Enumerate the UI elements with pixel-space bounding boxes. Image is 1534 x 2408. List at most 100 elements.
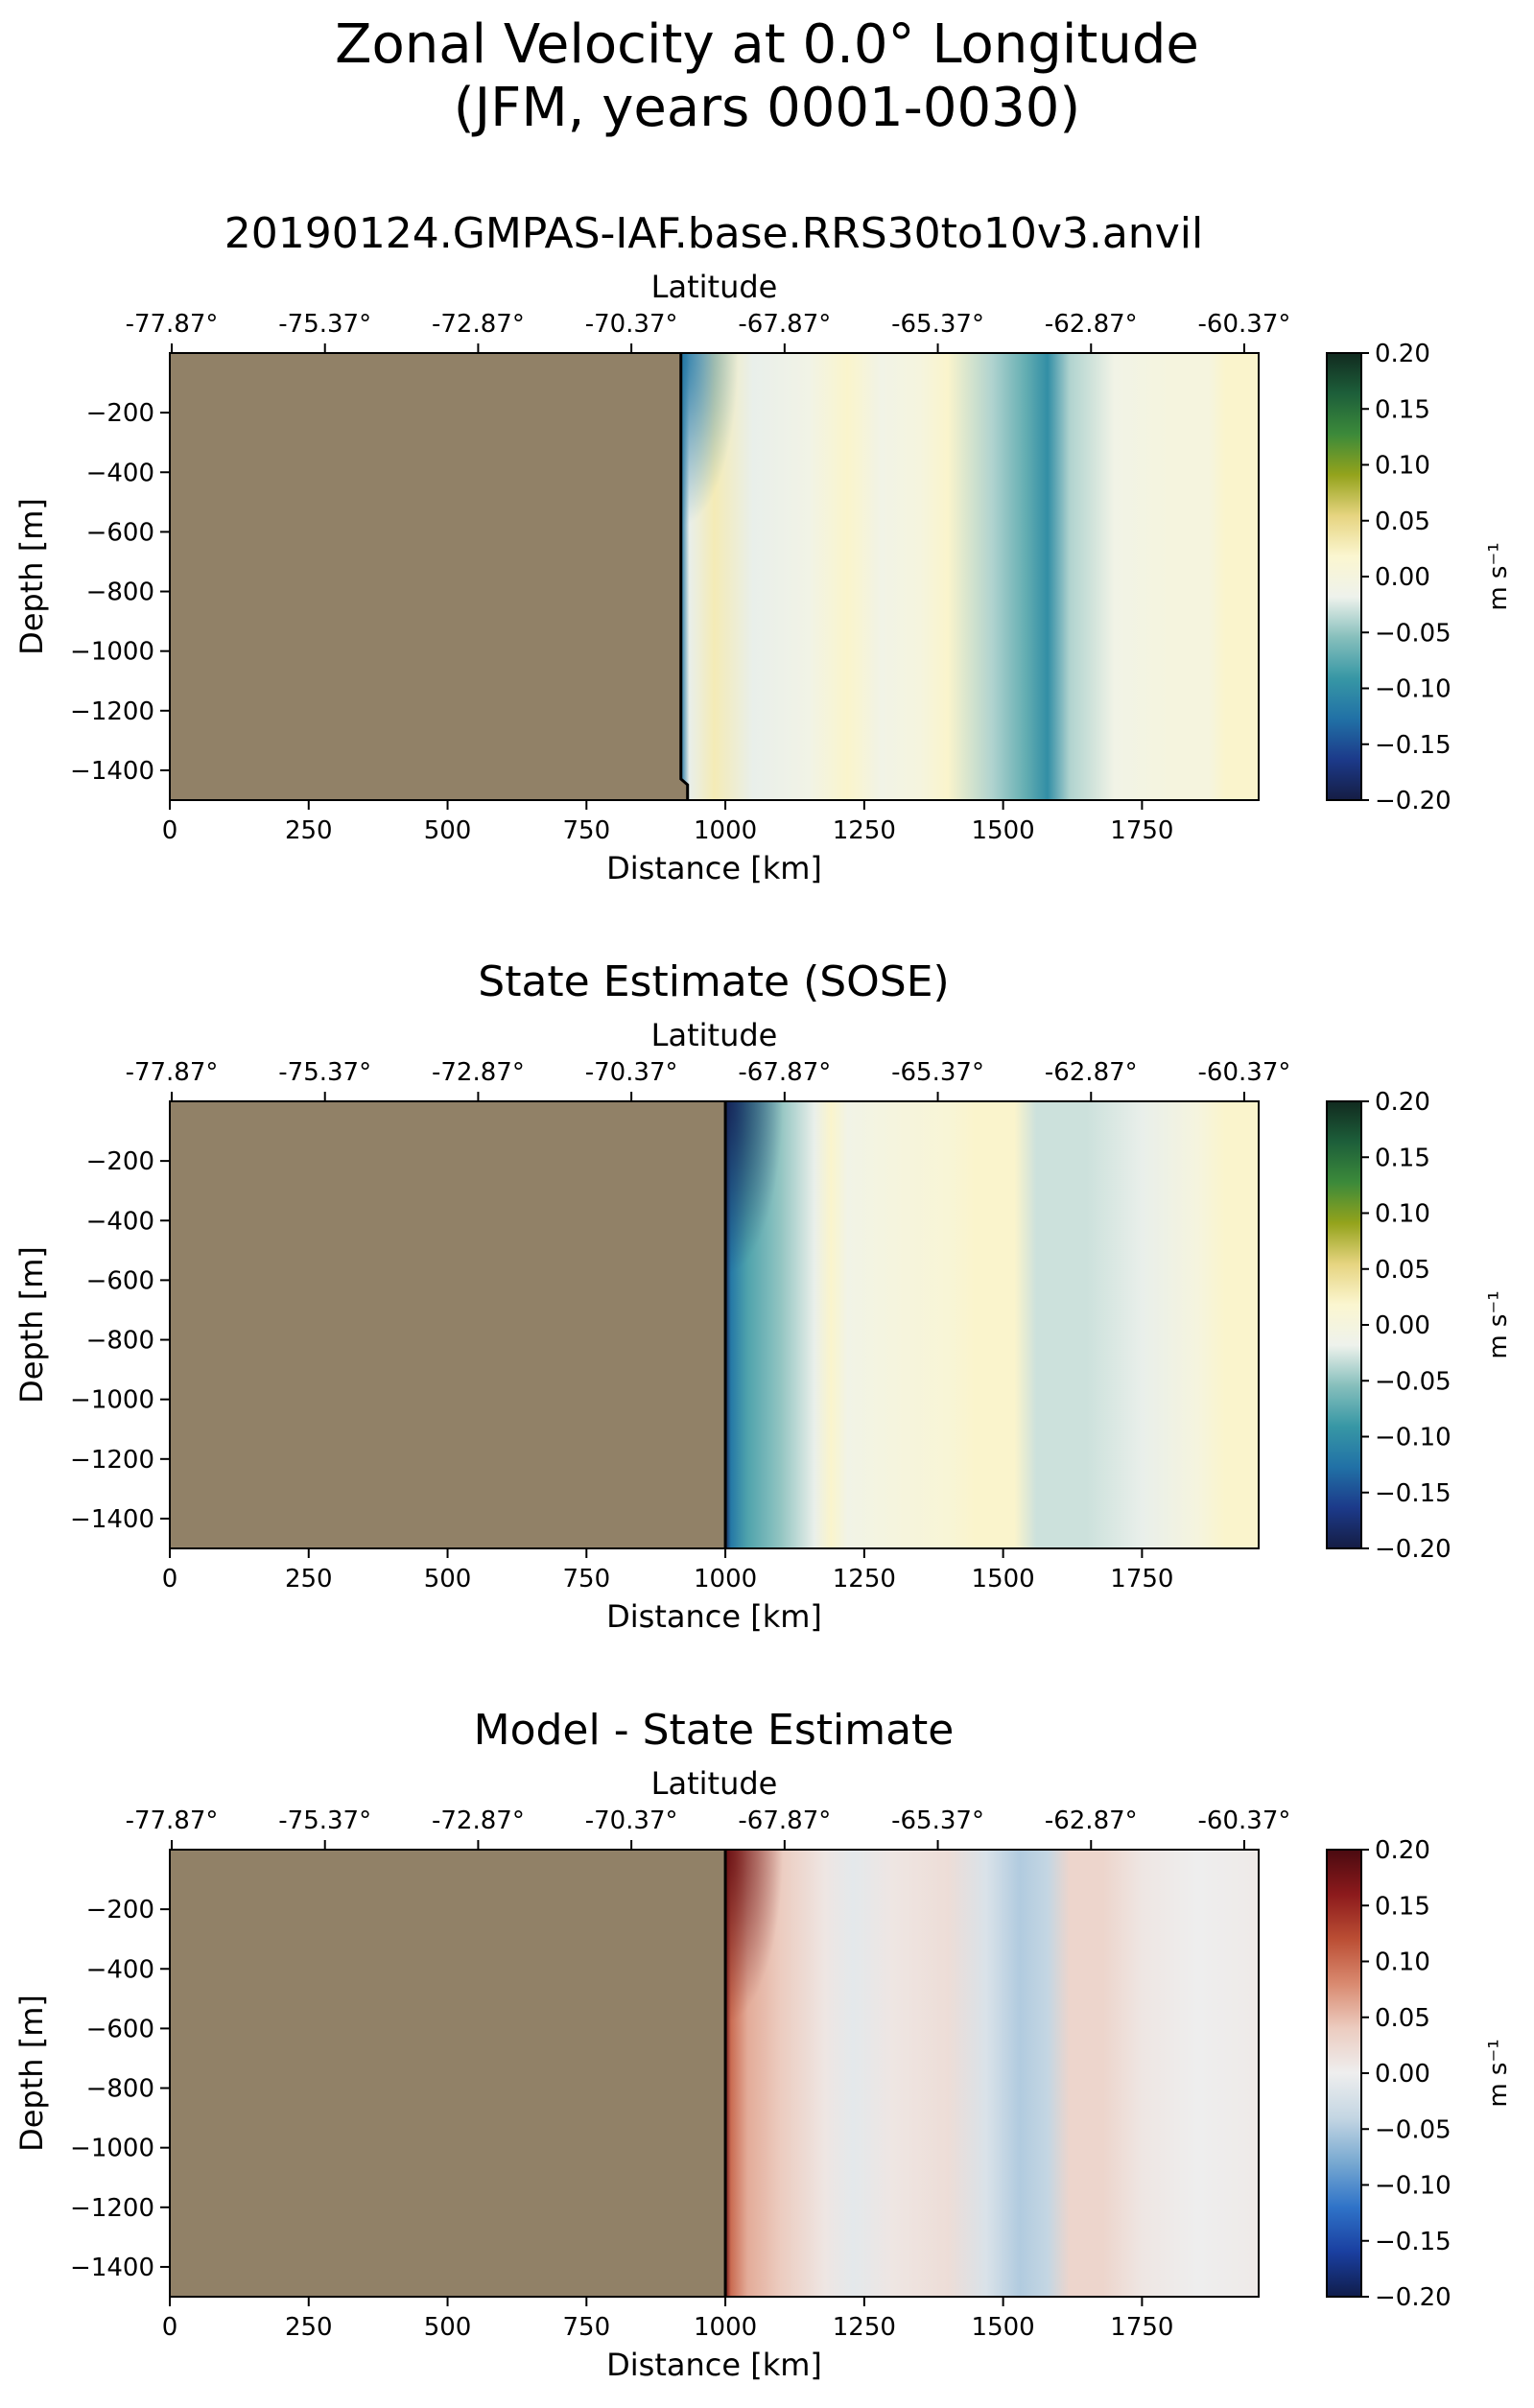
x-tick-label: 1500: [972, 2313, 1035, 2342]
colorbar-tick-label: 0.20: [1375, 1836, 1430, 1865]
colorbar-label: m s⁻¹: [1484, 2039, 1513, 2107]
coastal-jet: [725, 1850, 784, 2022]
y-tick-label: −1000: [70, 1386, 154, 1415]
colorbar-tick-label: 0.00: [1375, 2060, 1430, 2089]
y-tick-label: −800: [86, 2075, 154, 2104]
y-tick-label: −800: [86, 1327, 154, 1356]
x-tick-label: 1000: [694, 1565, 757, 1594]
coastal-jet: [725, 1101, 784, 1274]
x-tick-label: 1750: [1110, 816, 1173, 845]
x-tick-label: 500: [424, 816, 472, 845]
latitude-tick-label: -77.87°: [126, 310, 219, 339]
colorbar-tick-label: 0.15: [1375, 1144, 1430, 1172]
chart-panel-3: 0 250 500 750 1000 1250 1500 1750 Distance [km] −…: [13, 1765, 1513, 2383]
y-axis-label: Depth [m]: [13, 1246, 50, 1404]
colorbar-tick-label: 0.05: [1375, 1256, 1430, 1285]
y-tick-label: −600: [86, 2015, 154, 2043]
colorbar-tick-label: −0.10: [1375, 2172, 1451, 2201]
y-tick-label: −400: [86, 1955, 154, 1984]
colorbar-tick-label: 0.00: [1375, 1311, 1430, 1340]
coastal-jet: [680, 353, 739, 526]
latitude-tick-label: -62.87°: [1045, 1058, 1138, 1087]
latitude-tick-label: -72.87°: [432, 310, 525, 339]
x-tick-label: 1250: [833, 2313, 896, 2342]
latitude-tick-label: -75.37°: [278, 1058, 371, 1087]
latitude-tick-label: -70.37°: [585, 310, 678, 339]
latitude-tick-label: -65.37°: [891, 1058, 984, 1087]
x-axis-label: Distance [km]: [606, 1598, 822, 1635]
y-tick-label: −600: [86, 1266, 154, 1295]
latitude-tick-label: -72.87°: [432, 1806, 525, 1835]
chart-panel-1: 0 250 500 750 1000 1250 1500 1750 Distance [km] −…: [13, 269, 1513, 886]
latitude-tick-label: -60.37°: [1198, 1058, 1291, 1087]
latitude-tick-label: -67.87°: [738, 1806, 831, 1835]
latitude-axis-label: Latitude: [651, 269, 778, 305]
latitude-tick-label: -67.87°: [738, 1058, 831, 1087]
latitude-tick-label: -67.87°: [738, 310, 831, 339]
x-tick-label: 500: [424, 2313, 472, 2342]
colorbar-tick-label: −0.05: [1375, 1367, 1451, 1396]
plot-frame: [169, 1849, 1260, 2298]
x-axis-label: Distance [km]: [606, 850, 822, 886]
x-axis-label: Distance [km]: [606, 2347, 822, 2383]
x-tick-label: 250: [285, 1565, 333, 1594]
plot-frame: [169, 352, 1260, 801]
x-tick-label: 750: [562, 1565, 610, 1594]
figure-title-line-1: Zonal Velocity at 0.0° Longitude: [335, 13, 1199, 76]
panel-title-difference: Model - State Estimate: [473, 1706, 955, 1755]
colorbar-tick-label: 0.05: [1375, 508, 1430, 536]
y-tick-label: −1000: [70, 638, 154, 667]
x-tick-label: 750: [562, 816, 610, 845]
latitude-tick-label: -65.37°: [891, 1806, 984, 1835]
y-tick-label: −400: [86, 459, 154, 487]
colorbar-tick-label: 0.05: [1375, 2004, 1430, 2033]
colorbar-tick-label: −0.15: [1375, 731, 1451, 760]
latitude-tick-label: -75.37°: [278, 1806, 371, 1835]
y-tick-label: −200: [86, 399, 154, 428]
x-tick-label: 500: [424, 1565, 472, 1594]
x-tick-label: 0: [162, 1565, 178, 1594]
x-tick-label: 1000: [694, 816, 757, 845]
ocean-field: [725, 1101, 1259, 1548]
colorbar-tick-label: 0.20: [1375, 1088, 1430, 1117]
y-tick-label: −400: [86, 1207, 154, 1236]
figure-title-line-2: (JFM, years 0001-0030): [453, 77, 1081, 139]
ocean-field: [680, 353, 1259, 800]
colorbar-tick-label: −0.15: [1375, 1479, 1451, 1508]
x-tick-label: 0: [162, 2313, 178, 2342]
x-tick-label: 1500: [972, 816, 1035, 845]
x-tick-label: 1750: [1110, 2313, 1173, 2342]
colorbar-label: m s⁻¹: [1484, 542, 1513, 610]
land-mask: [170, 1101, 726, 1548]
latitude-tick-label: -70.37°: [585, 1058, 678, 1087]
colorbar-tick-label: −0.20: [1375, 787, 1451, 815]
colorbar-tick-label: 0.15: [1375, 1892, 1430, 1921]
latitude-tick-label: -62.87°: [1045, 310, 1138, 339]
x-tick-label: 1750: [1110, 1565, 1173, 1594]
colorbar-tick-label: 0.10: [1375, 452, 1430, 481]
y-tick-label: −600: [86, 518, 154, 547]
y-tick-label: −1400: [70, 757, 154, 786]
colorbar-tick-label: −0.10: [1375, 675, 1451, 704]
colorbar-tick-label: 0.00: [1375, 563, 1430, 592]
colorbar-tick-label: −0.05: [1375, 619, 1451, 648]
land-mask: [170, 353, 688, 800]
latitude-tick-label: -65.37°: [891, 310, 984, 339]
y-tick-label: −1200: [70, 697, 154, 726]
chart-panel-2: 0 250 500 750 1000 1250 1500 1750 Distance [km] −…: [13, 1017, 1513, 1635]
colorbar: [1326, 1100, 1362, 1549]
colorbar-tick-label: 0.15: [1375, 395, 1430, 424]
x-tick-label: 0: [162, 816, 178, 845]
y-tick-label: −200: [86, 1896, 154, 1924]
colorbar-tick-label: 0.10: [1375, 1200, 1430, 1229]
colorbar-tick-label: −0.20: [1375, 2283, 1451, 2312]
x-tick-label: 1250: [833, 816, 896, 845]
latitude-axis-label: Latitude: [651, 1017, 778, 1053]
colorbar: [1326, 352, 1362, 801]
panel-title-sose: State Estimate (SOSE): [478, 957, 950, 1006]
x-tick-label: 250: [285, 2313, 333, 2342]
latitude-tick-label: -77.87°: [126, 1058, 219, 1087]
plot-frame: [169, 1100, 1260, 1549]
ocean-field: [725, 1850, 1259, 2297]
